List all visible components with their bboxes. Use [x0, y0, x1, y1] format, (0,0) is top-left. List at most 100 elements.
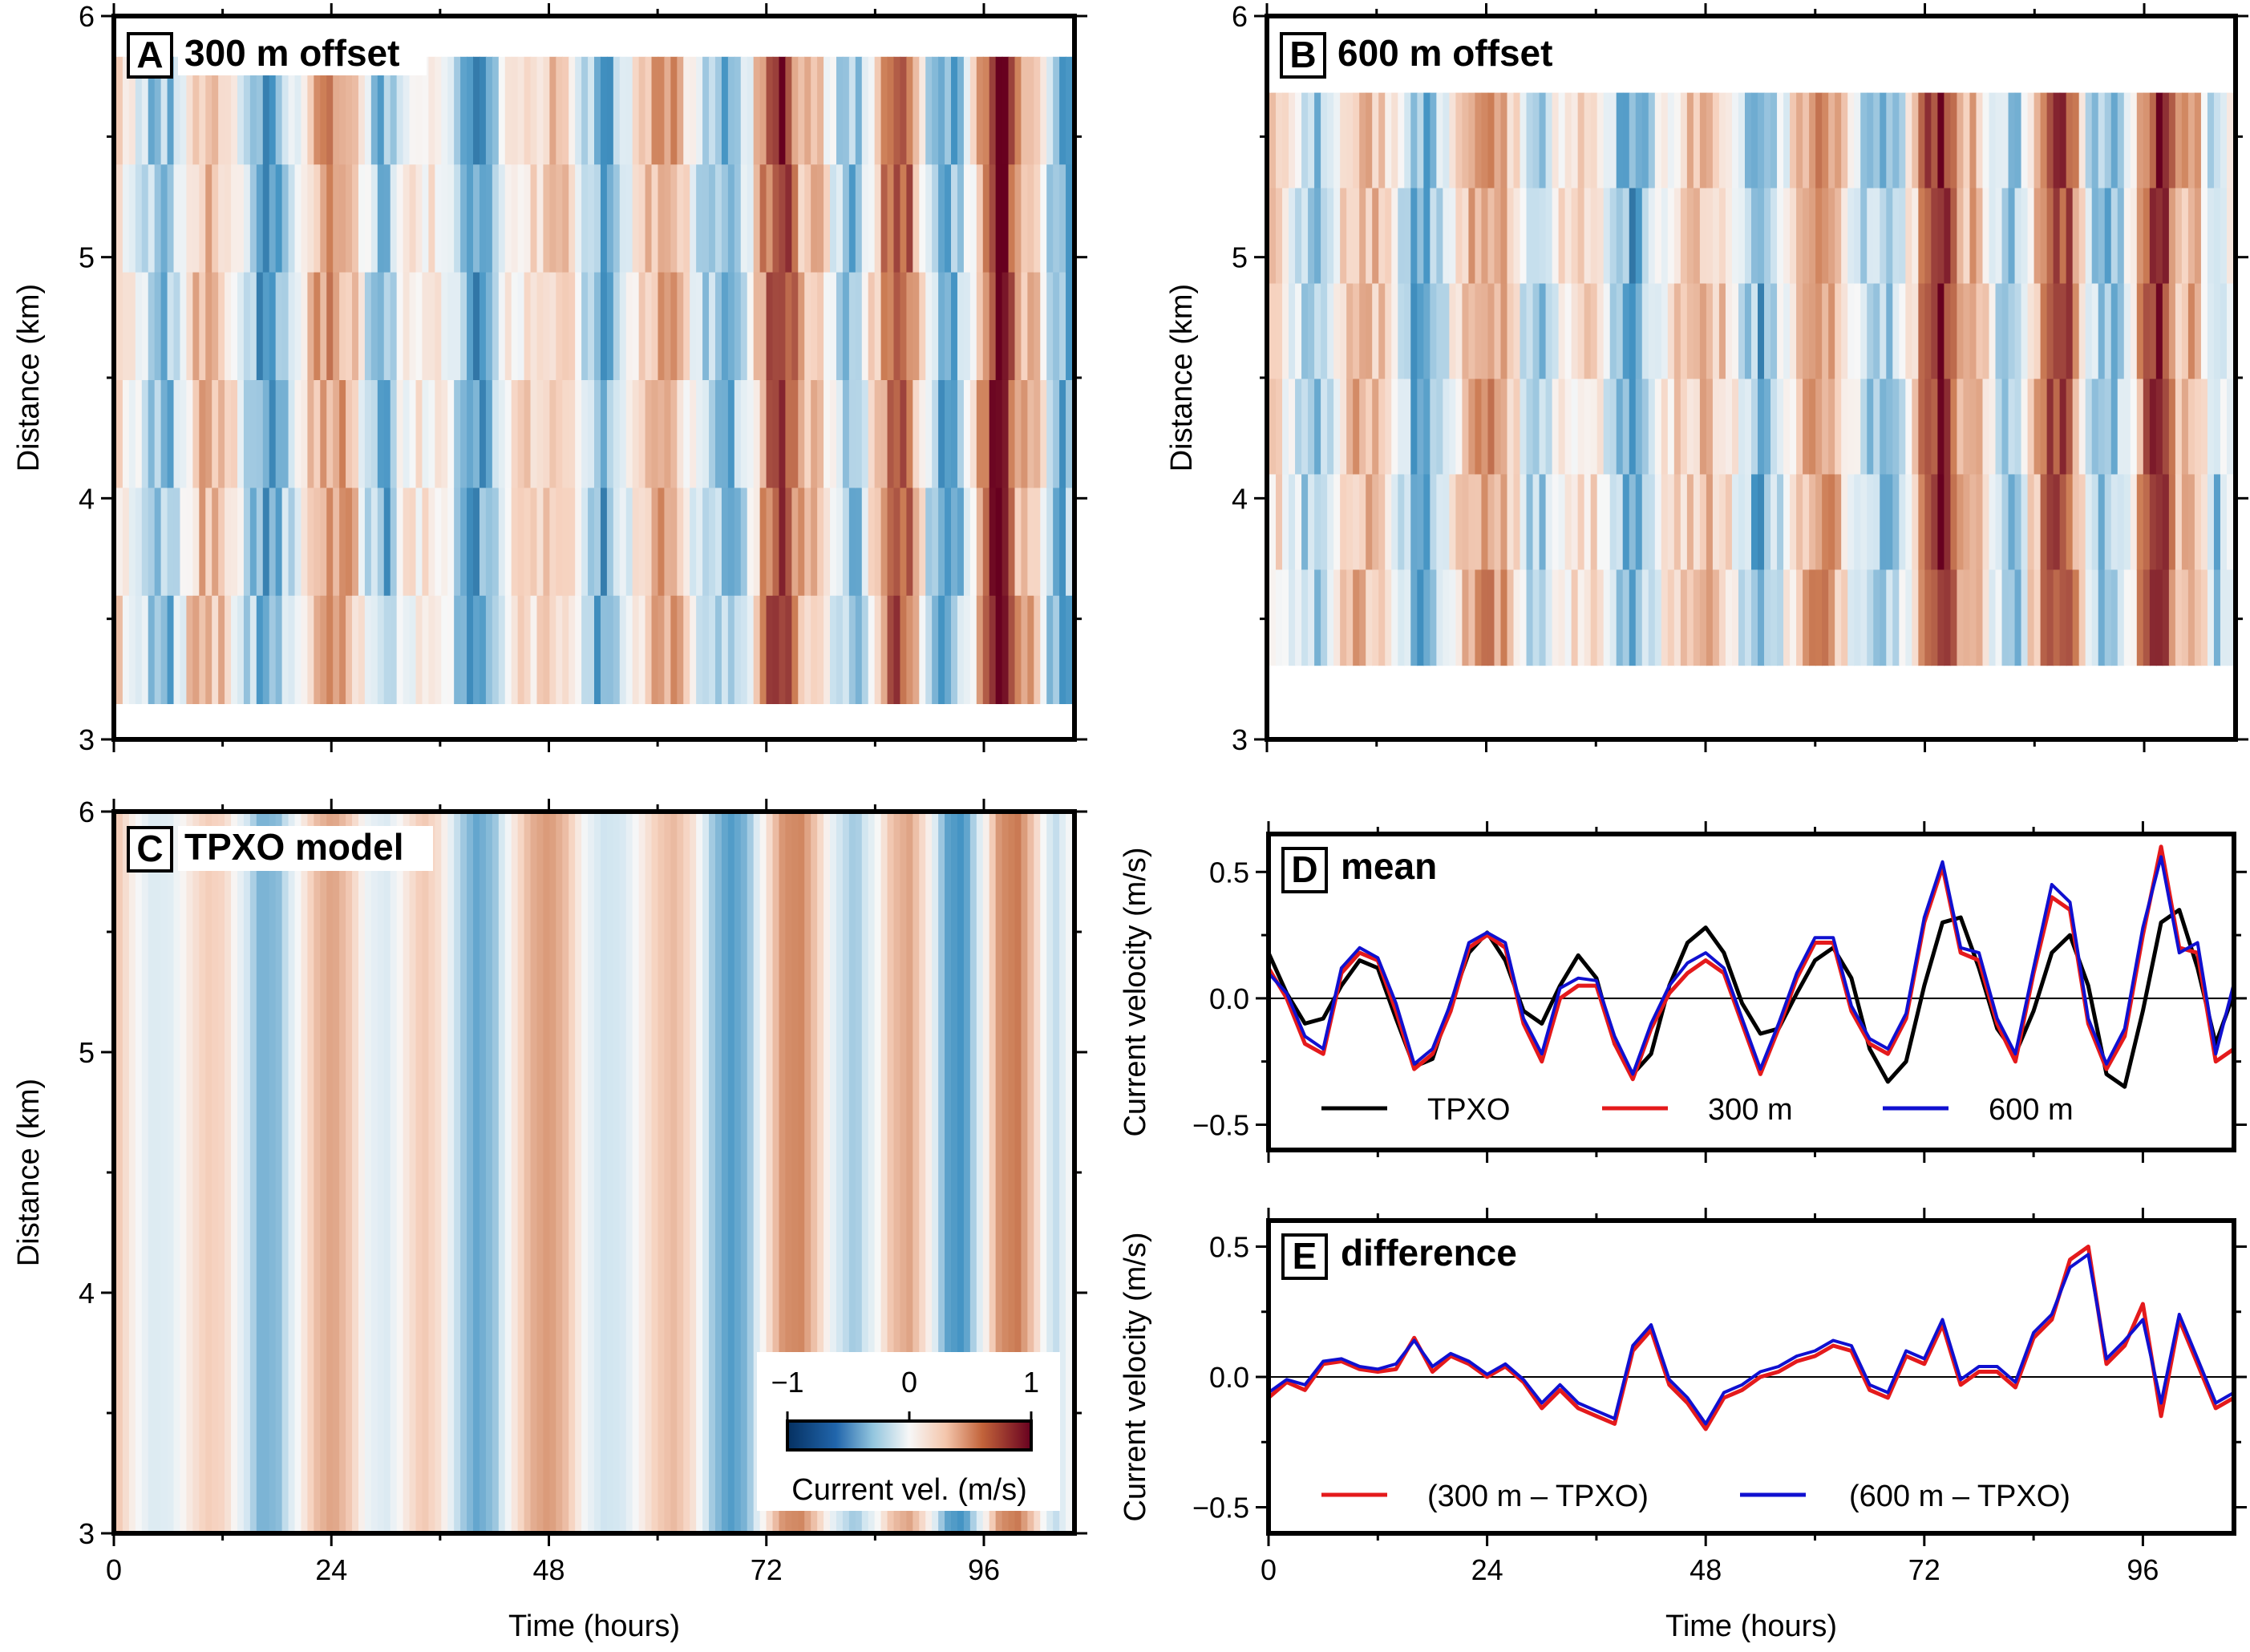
heatmap-cell — [982, 272, 990, 381]
heatmap-cell — [1558, 92, 1566, 189]
heatmap-cell — [1822, 569, 1829, 666]
heatmap-cell — [1385, 188, 1393, 285]
heatmap-cell — [1526, 188, 1534, 285]
heatmap-cell — [1609, 379, 1617, 476]
heatmap-cell — [1880, 379, 1888, 476]
heatmap-cell — [249, 379, 257, 489]
heatmap-cell — [1404, 283, 1412, 380]
heatmap-cell — [1931, 283, 1939, 380]
heatmap-cell — [874, 595, 882, 704]
heatmap-cell — [759, 595, 767, 704]
heatmap-cell — [269, 56, 277, 165]
heatmap-cell — [824, 488, 831, 597]
heatmap-cell — [1417, 283, 1425, 380]
heatmap-cell — [237, 56, 245, 165]
heatmap-cell — [951, 379, 958, 489]
heatmap-cell — [1699, 474, 1707, 571]
heatmap-cell — [1059, 272, 1066, 381]
heatmap-cell — [1417, 379, 1425, 476]
heatmap-cell — [2021, 474, 2029, 571]
heatmap-cell — [594, 272, 601, 381]
heatmap-cell — [887, 488, 895, 597]
heatmap-cell — [403, 164, 411, 273]
heatmap-cell — [1764, 569, 1771, 666]
heatmap-cell — [498, 56, 506, 165]
heatmap-cell — [1641, 92, 1649, 189]
heatmap-cell — [1880, 92, 1888, 189]
heatmap-cell — [122, 56, 130, 165]
heatmap-cell — [1841, 283, 1848, 380]
heatmap-cell — [409, 272, 417, 381]
heatmap-cell — [154, 56, 162, 165]
heatmap-cell — [390, 379, 398, 489]
heatmap-cell — [135, 595, 143, 704]
heatmap-cell — [982, 56, 990, 165]
heatmap-cell — [498, 595, 506, 704]
heatmap-cell — [358, 379, 366, 489]
heatmap-cell — [1308, 92, 1315, 189]
heatmap-cell — [294, 164, 302, 273]
panel-d-legend: TPXO 300 m 600 m — [1321, 1093, 2074, 1127]
heatmap-cell — [346, 379, 353, 489]
heatmap-cell — [1892, 188, 1900, 285]
heatmap-cell — [1854, 92, 1862, 189]
heatmap-cell — [517, 56, 525, 165]
heatmap-cell — [2168, 379, 2176, 476]
heatmap-cell — [237, 379, 245, 489]
heatmap-cell — [709, 595, 716, 704]
heatmap-cell — [874, 488, 882, 597]
heatmap-cell — [249, 595, 257, 704]
heatmap-cell — [1764, 379, 1771, 476]
heatmap-cell — [848, 595, 856, 704]
heatmap-cell — [1053, 814, 1060, 1532]
heatmap-cell — [925, 595, 933, 704]
heatmap-cell — [1584, 283, 1592, 380]
heatmap-cell — [906, 488, 914, 597]
heatmap-cell — [1410, 379, 1418, 476]
heatmap-cell — [969, 272, 977, 381]
heatmap-cell — [1673, 379, 1681, 476]
heatmap-cell — [281, 379, 289, 489]
heatmap-cell — [2143, 474, 2151, 571]
heatmap-cell — [1809, 188, 1816, 285]
heatmap-cell — [1912, 283, 1920, 380]
heatmap-cell — [1828, 474, 1835, 571]
heatmap-cell — [664, 488, 672, 597]
heatmap-cell — [625, 814, 633, 1532]
heatmap-cell — [1487, 379, 1495, 476]
heatmap-cell — [1462, 569, 1470, 666]
heatmap-cell — [1552, 92, 1560, 189]
heatmap-cell — [2123, 92, 2131, 189]
heatmap-cell — [1854, 474, 1862, 571]
heatmap-cell — [435, 595, 443, 704]
heatmap-cell — [364, 164, 372, 273]
heatmap-cell — [1040, 595, 1048, 704]
heatmap-cell — [441, 814, 449, 1532]
heatmap-cell — [613, 814, 621, 1532]
heatmap-cell — [122, 814, 130, 1532]
heatmap-cell — [1641, 188, 1649, 285]
heatmap-cell — [1340, 283, 1347, 380]
heatmap-cell — [1053, 379, 1060, 489]
heatmap-cell — [2110, 188, 2118, 285]
heatmap-cell — [1385, 569, 1393, 666]
heatmap-cell — [128, 272, 136, 381]
heatmap-cell — [1027, 595, 1035, 704]
heatmap-cell — [2168, 474, 2176, 571]
heatmap-cell — [811, 164, 818, 273]
heatmap-cell — [1462, 92, 1470, 189]
heatmap-cell — [976, 56, 984, 165]
heatmap-cell — [1046, 164, 1054, 273]
heatmap-cell — [1790, 188, 1797, 285]
heatmap-cell — [2194, 92, 2202, 189]
heatmap-cell — [945, 814, 952, 1532]
heatmap-cell — [511, 379, 519, 489]
heatmap-cell — [1539, 474, 1547, 571]
heatmap-cell — [1809, 283, 1816, 380]
heatmap-cell — [1340, 379, 1347, 476]
heatmap-cell — [925, 272, 933, 381]
heatmap-cell — [294, 56, 302, 165]
heatmap-cell — [326, 164, 334, 273]
heatmap-cell — [1673, 92, 1681, 189]
heatmap-cell — [199, 814, 207, 1532]
